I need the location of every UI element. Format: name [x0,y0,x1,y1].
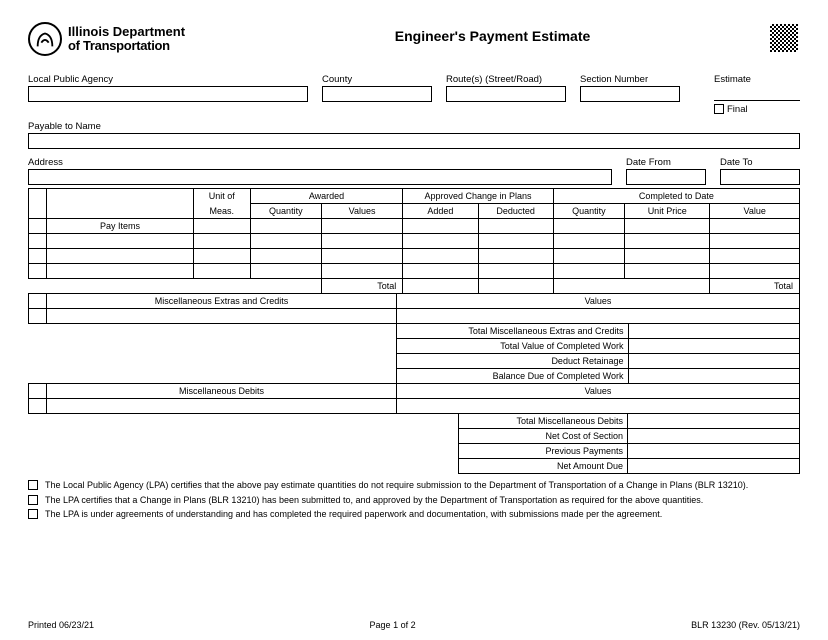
s-total-misc-ec: Total Miscellaneous Extras and Credits [396,324,628,339]
input-lpa[interactable] [28,86,308,102]
misc-extras-table: Miscellaneous Extras and Credits Values [28,293,800,324]
val-deduct-retain[interactable] [628,354,800,369]
input-date-from[interactable] [626,169,706,185]
table-row[interactable] [29,264,800,279]
idot-logo-icon [28,22,62,56]
s-total-completed: Total Value of Completed Work [396,339,628,354]
input-date-to[interactable] [720,169,800,185]
footer-printed: Printed 06/23/21 [28,620,94,630]
label-date-from: Date From [626,157,706,168]
summary-table-1: Total Miscellaneous Extras and Credits T… [28,323,800,384]
label-date-to: Date To [720,157,800,168]
org-line2: of Transportation [68,39,185,53]
th-qty1: Quantity [250,204,321,219]
certifications: The Local Public Agency (LPA) certifies … [28,480,800,521]
label-total-2: Total [710,279,800,294]
th-unitprice: Unit Price [624,204,709,219]
val-total-misc-deb[interactable] [628,414,800,429]
th-approved: Approved Change in Plans [403,189,554,204]
th-value: Value [710,204,800,219]
input-county[interactable] [322,86,432,102]
footer: Printed 06/23/21 Page 1 of 2 BLR 13230 (… [28,620,800,630]
page-title: Engineer's Payment Estimate [185,28,800,44]
qr-code-icon [770,24,798,52]
th-added: Added [403,204,478,219]
org-line1: Illinois Department [68,25,185,39]
val-total-misc-ec[interactable] [628,324,800,339]
th-val1: Values [321,204,402,219]
val-total-completed[interactable] [628,339,800,354]
s-balance-due: Balance Due of Completed Work [396,369,628,384]
s-net-cost: Net Cost of Section [458,429,628,444]
checkbox-cert1[interactable] [28,480,38,490]
input-address[interactable] [28,169,612,185]
s-deduct-retain: Deduct Retainage [396,354,628,369]
pay-table-body: Pay Items Total Total [28,218,800,294]
th-deducted: Deducted [478,204,553,219]
th-misc-debits: Miscellaneous Debits [47,384,397,399]
label-section: Section Number [580,74,680,85]
summary-table-2: Total Miscellaneous Debits Net Cost of S… [28,413,800,474]
table-row[interactable] [29,234,800,249]
label-estimate: Estimate [714,74,800,85]
footer-rev: BLR 13230 (Rev. 05/13/21) [691,620,800,630]
th-pay-items: Pay Items [47,219,193,234]
header: Illinois Department of Transportation En… [28,22,800,56]
input-payable[interactable] [28,133,800,149]
table-row[interactable] [29,249,800,264]
label-final: Final [727,104,748,115]
cert2: The LPA certifies that a Change in Plans… [45,495,703,507]
th-values-1: Values [397,294,800,309]
val-net-cost[interactable] [628,429,800,444]
checkbox-cert2[interactable] [28,495,38,505]
input-estimate[interactable] [714,86,800,101]
s-prev-pay: Previous Payments [458,444,628,459]
table-row[interactable] [29,309,800,324]
s-net-amount: Net Amount Due [458,459,628,474]
checkbox-cert3[interactable] [28,509,38,519]
th-awarded: Awarded [250,189,403,204]
label-total-1: Total [321,279,402,294]
top-field-row: Local Public Agency County Route(s) (Str… [28,74,800,115]
checkbox-final[interactable] [714,104,724,114]
label-county: County [322,74,432,85]
label-payable: Payable to Name [28,121,800,132]
logo-block: Illinois Department of Transportation [28,22,185,56]
th-completed: Completed to Date [553,189,799,204]
label-address: Address [28,157,612,168]
val-prev-pay[interactable] [628,444,800,459]
pay-items-table: Unit of Awarded Approved Change in Plans… [28,188,800,219]
val-balance-due[interactable] [628,369,800,384]
misc-debits-table: Miscellaneous Debits Values [28,383,800,414]
table-row[interactable] [29,399,800,414]
th-values-2: Values [397,384,800,399]
label-lpa: Local Public Agency [28,74,308,85]
val-net-amount[interactable] [628,459,800,474]
label-routes: Route(s) (Street/Road) [446,74,566,85]
cert3: The LPA is under agreements of understan… [45,509,662,521]
footer-page: Page 1 of 2 [370,620,416,630]
input-routes[interactable] [446,86,566,102]
th-unit-top: Unit of [193,189,250,204]
cert1: The Local Public Agency (LPA) certifies … [45,480,748,492]
th-qty2: Quantity [553,204,624,219]
input-section[interactable] [580,86,680,102]
s-total-misc-deb: Total Miscellaneous Debits [458,414,628,429]
th-misc-extras: Miscellaneous Extras and Credits [47,294,397,309]
